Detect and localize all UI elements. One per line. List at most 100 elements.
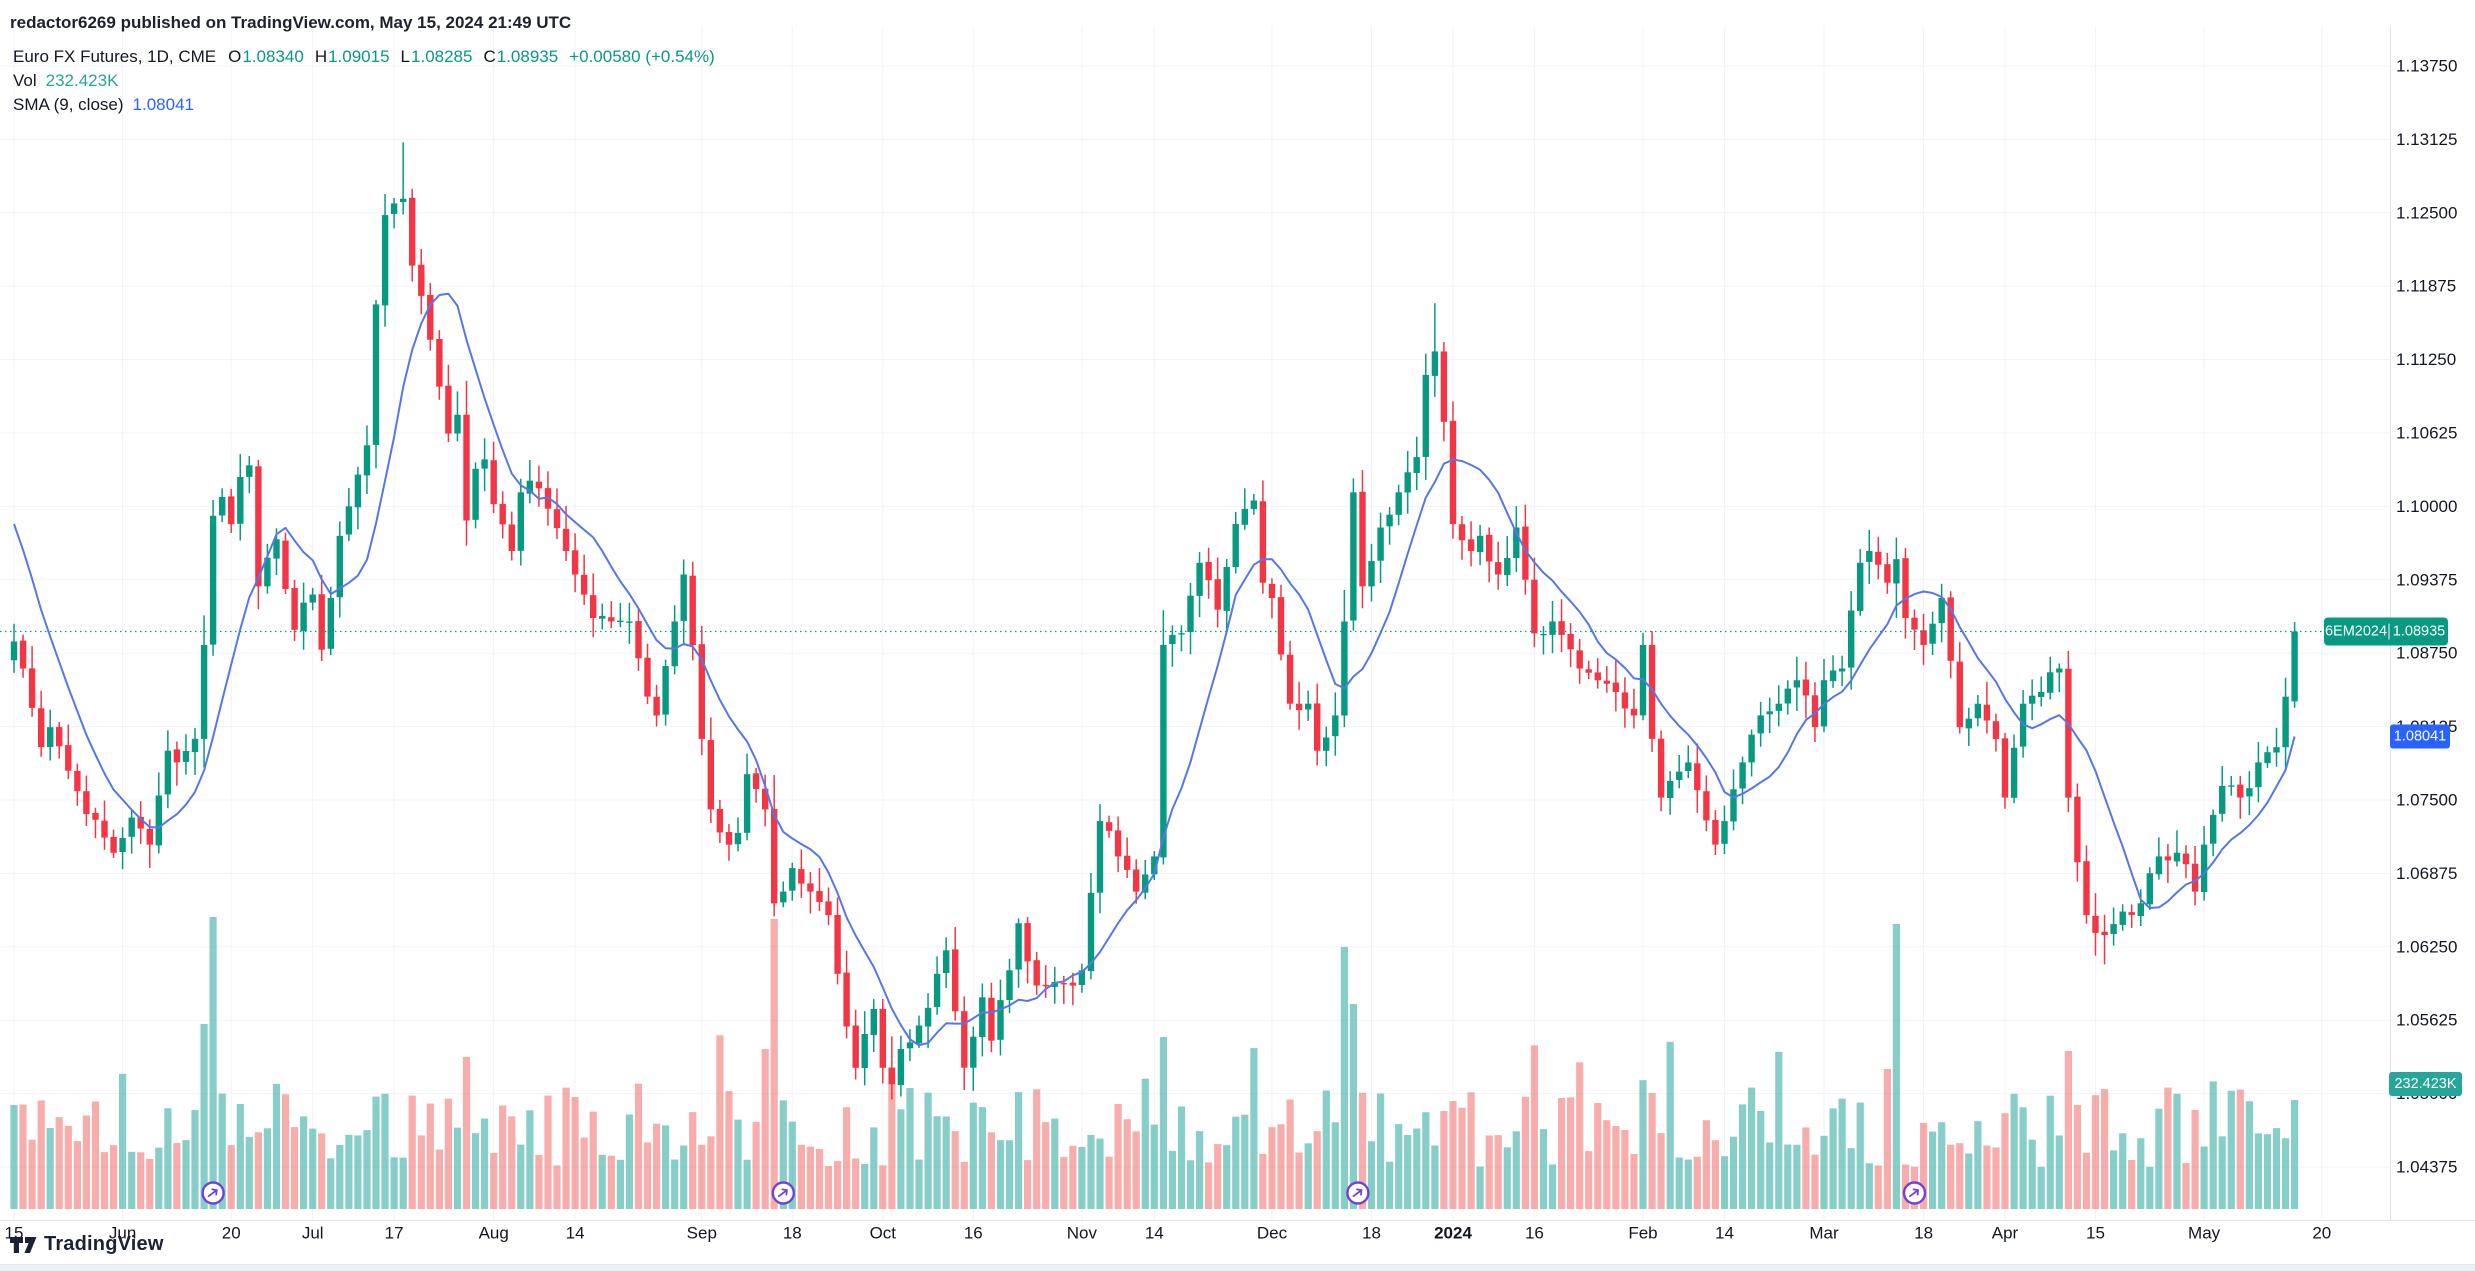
volume-bar <box>2146 1166 2154 1209</box>
volume-bar <box>2236 1089 2244 1209</box>
volume-bar <box>843 1107 851 1209</box>
volume-bar <box>1820 1135 1828 1209</box>
time-axis[interactable]: 15 Jun 20 Jul 17 Aug 14 Sep 18 Oct 16 Nov 14 Dec 18 202… <box>5 1224 2332 1243</box>
bottom-scroll-strip <box>0 1264 2475 1271</box>
candle-body <box>789 868 796 891</box>
volume-bar <box>1132 1131 1140 1209</box>
candle-body <box>237 477 244 524</box>
volume-bar <box>1856 1102 1864 1209</box>
candle-body <box>119 838 126 852</box>
volume-value-badge <box>2389 1072 2462 1096</box>
volume-bar <box>1847 1148 1855 1209</box>
contract-rollover-icon[interactable] <box>201 1181 225 1205</box>
candle-body <box>1576 650 1583 669</box>
candle-body <box>1187 595 1194 632</box>
volume-bar <box>969 1102 977 1209</box>
volume-bar <box>200 1024 208 1209</box>
volume-bar <box>2091 1095 2100 1209</box>
price-axis[interactable]: 1.13750 1.13125 1.12500 1.11875 1.11250 1.106… <box>2396 57 2457 1177</box>
candle-body <box>1169 634 1176 644</box>
time-axis-label: 18 <box>783 1224 802 1243</box>
candle-body <box>1567 633 1574 650</box>
candle-body <box>282 540 289 589</box>
tradingview-attribution[interactable]: TradingView <box>10 1233 164 1256</box>
ohlc-open: O1.08340 <box>228 47 304 66</box>
volume-bar <box>1295 1152 1303 1209</box>
contract-rollover-icon[interactable] <box>1902 1181 1927 1205</box>
volume-bar <box>453 1127 462 1209</box>
candle-body <box>65 745 72 771</box>
volume-bar <box>1232 1116 1240 1209</box>
volume-bar <box>1974 1121 1982 1209</box>
volume-bar <box>327 1158 335 1209</box>
volume-bar <box>879 1165 887 1209</box>
volume-bar <box>1404 1135 1412 1209</box>
volume-bar <box>1892 924 1900 1209</box>
candle-body <box>1277 597 1285 655</box>
candle-body <box>626 621 633 623</box>
volume-bar <box>562 1087 570 1209</box>
candle-body <box>1133 869 1140 892</box>
candle-body <box>47 727 54 747</box>
candle-body <box>1775 703 1782 711</box>
candle-body <box>1449 420 1457 524</box>
candle-body <box>843 972 850 1027</box>
legend-volume-row: Vol 232.423K <box>13 69 715 93</box>
volume-bar <box>73 1141 81 1209</box>
volume-bar <box>1241 1114 1249 1209</box>
volume-bar <box>535 1154 543 1209</box>
candle-body <box>1214 579 1221 610</box>
candle-body <box>291 588 298 630</box>
candle-body <box>743 774 751 833</box>
candle-body <box>581 574 588 595</box>
volume-bar <box>1367 1141 1376 1209</box>
tradingview-logo-icon <box>10 1236 37 1253</box>
price-axis-label: 1.13125 <box>2396 130 2457 149</box>
candle-body <box>2237 784 2244 798</box>
contract-rollover-icon[interactable] <box>1346 1181 1370 1205</box>
candle-body <box>445 385 452 434</box>
contract-rollover-icon[interactable] <box>771 1181 795 1205</box>
volume-bar <box>1105 1156 1113 1209</box>
candle-body <box>128 817 135 837</box>
volume-bar <box>1503 1147 1511 1209</box>
sma-value-badge <box>2390 724 2450 749</box>
volume-bar <box>1530 1045 1538 1209</box>
volume-bar <box>2064 1051 2072 1209</box>
candle-body <box>1522 526 1529 580</box>
contract-rollover-markers[interactable] <box>201 1181 1927 1205</box>
time-axis-label: 17 <box>385 1224 404 1243</box>
volume-bar <box>607 1155 615 1209</box>
volume-bar <box>2055 1135 2063 1209</box>
candle-body <box>1703 791 1710 821</box>
volume-bar <box>1947 1144 1955 1209</box>
candle-body <box>300 602 307 631</box>
volume-bar <box>1603 1120 1611 1209</box>
candle-body <box>2246 788 2253 797</box>
candle-body <box>363 445 371 476</box>
volume-bar <box>834 1161 842 1209</box>
volume-bar <box>1467 1092 1475 1209</box>
volume-bar <box>1992 1147 2000 1209</box>
volume-bar <box>1069 1145 1077 1209</box>
volume-bar <box>272 1083 281 1209</box>
candle-body <box>146 828 153 845</box>
volume-bar <box>662 1125 670 1209</box>
legend-symbol-row: Euro FX Futures, 1D, CME O1.08340 H1.090… <box>13 45 715 69</box>
volume-bar <box>1449 1101 1457 1209</box>
candle-body <box>988 997 995 1041</box>
price-axis-label: 1.08750 <box>2396 644 2457 663</box>
candle-body <box>888 1068 895 1085</box>
candle-body <box>173 749 181 763</box>
candle-body <box>1404 472 1411 493</box>
volume-bar <box>1322 1090 1330 1209</box>
symbol-badge-label: 6EM2024 <box>2325 623 2387 639</box>
volume-bar <box>1458 1107 1466 1209</box>
candle-body <box>2056 668 2063 673</box>
time-axis-label: Jun <box>109 1224 136 1243</box>
volume-bar <box>381 1093 389 1209</box>
volume-bar <box>2173 1093 2181 1209</box>
candle-body <box>2200 844 2208 892</box>
volume-bar <box>2282 1138 2290 1209</box>
